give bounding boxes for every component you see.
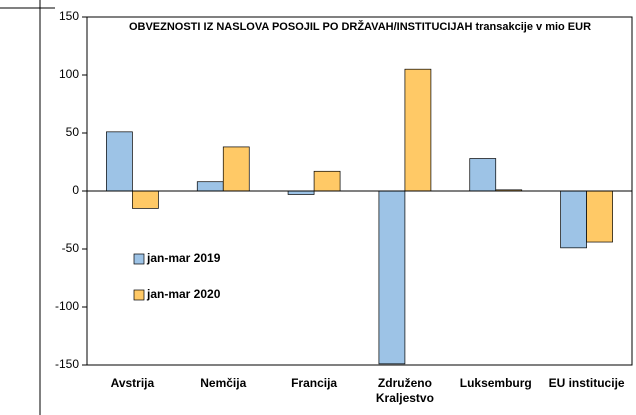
bar xyxy=(196,181,224,192)
y-tick-label: -50 xyxy=(62,241,80,255)
bar xyxy=(404,68,432,192)
bar xyxy=(560,190,587,249)
bar xyxy=(132,190,159,209)
bar xyxy=(469,158,497,192)
chart-title: OBVEZNOSTI IZ NASLOVA POSOJIL PO DRŽAVAH… xyxy=(129,20,591,33)
bar xyxy=(287,190,315,195)
y-tick-label: 150 xyxy=(59,9,79,23)
bar xyxy=(586,190,613,243)
x-tick-label: Francija xyxy=(291,376,338,390)
y-tick-label: 50 xyxy=(66,125,80,139)
y-tick-label: 100 xyxy=(59,67,79,81)
bar xyxy=(222,146,250,192)
bar xyxy=(313,170,341,192)
y-tick-label: 0 xyxy=(72,183,79,197)
x-tick-label: Nemčija xyxy=(200,376,247,390)
y-tick-label: -150 xyxy=(55,357,79,371)
bar xyxy=(106,131,133,192)
bar xyxy=(378,190,406,365)
legend-label: jan-mar 2020 xyxy=(146,287,221,301)
legend-swatch xyxy=(133,289,145,301)
y-tick-label: -100 xyxy=(55,299,79,313)
legend-label: jan-mar 2019 xyxy=(146,251,221,265)
x-tick-label: Luksemburg xyxy=(459,376,532,390)
legend-swatch xyxy=(133,253,145,265)
x-tick-label: Avstrija xyxy=(110,376,155,390)
x-tick-label: Združeno Kraljestvo xyxy=(375,376,434,405)
x-tick-label: EU institucije xyxy=(548,376,625,390)
